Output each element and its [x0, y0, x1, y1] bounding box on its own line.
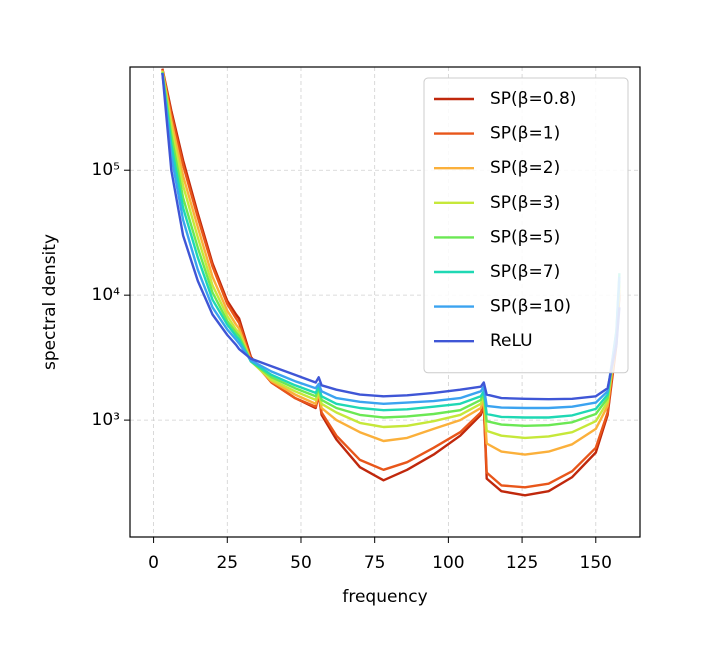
series-line [161, 71, 621, 440]
x-tick-label: 100 [432, 553, 464, 573]
series-line [161, 72, 621, 401]
legend-label: SP(β=2) [490, 158, 560, 178]
series-line [161, 72, 621, 419]
plot-lines [161, 68, 621, 497]
plot-frame [129, 66, 641, 538]
legend-label: SP(β=1) [490, 124, 560, 144]
series-line [161, 72, 621, 410]
x-tick-label: 75 [364, 553, 386, 573]
y-tick-label: 10⁴ [92, 285, 121, 305]
series-line [161, 71, 621, 427]
y-axis-label: spectral density [40, 234, 60, 370]
x-tick-label: 0 [148, 553, 159, 573]
y-tick-label: 10⁵ [92, 160, 120, 180]
legend-label: SP(β=0.8) [490, 89, 576, 109]
x-tick-label: 150 [580, 553, 612, 573]
legend-box [423, 77, 629, 374]
legend-label: ReLU [490, 331, 533, 351]
legend-label: SP(β=3) [490, 193, 560, 213]
series-line [161, 70, 621, 456]
series-line [161, 69, 621, 489]
legend-label: SP(β=7) [490, 262, 560, 282]
x-tick-label: 50 [290, 553, 312, 573]
legend-label: SP(β=5) [490, 227, 560, 247]
x-tick-label: 125 [506, 553, 538, 573]
legend-label: SP(β=10) [490, 297, 571, 317]
y-tick-label: 10³ [92, 410, 120, 430]
x-axis-label: frequency [342, 587, 427, 607]
x-tick-label: 25 [216, 553, 238, 573]
